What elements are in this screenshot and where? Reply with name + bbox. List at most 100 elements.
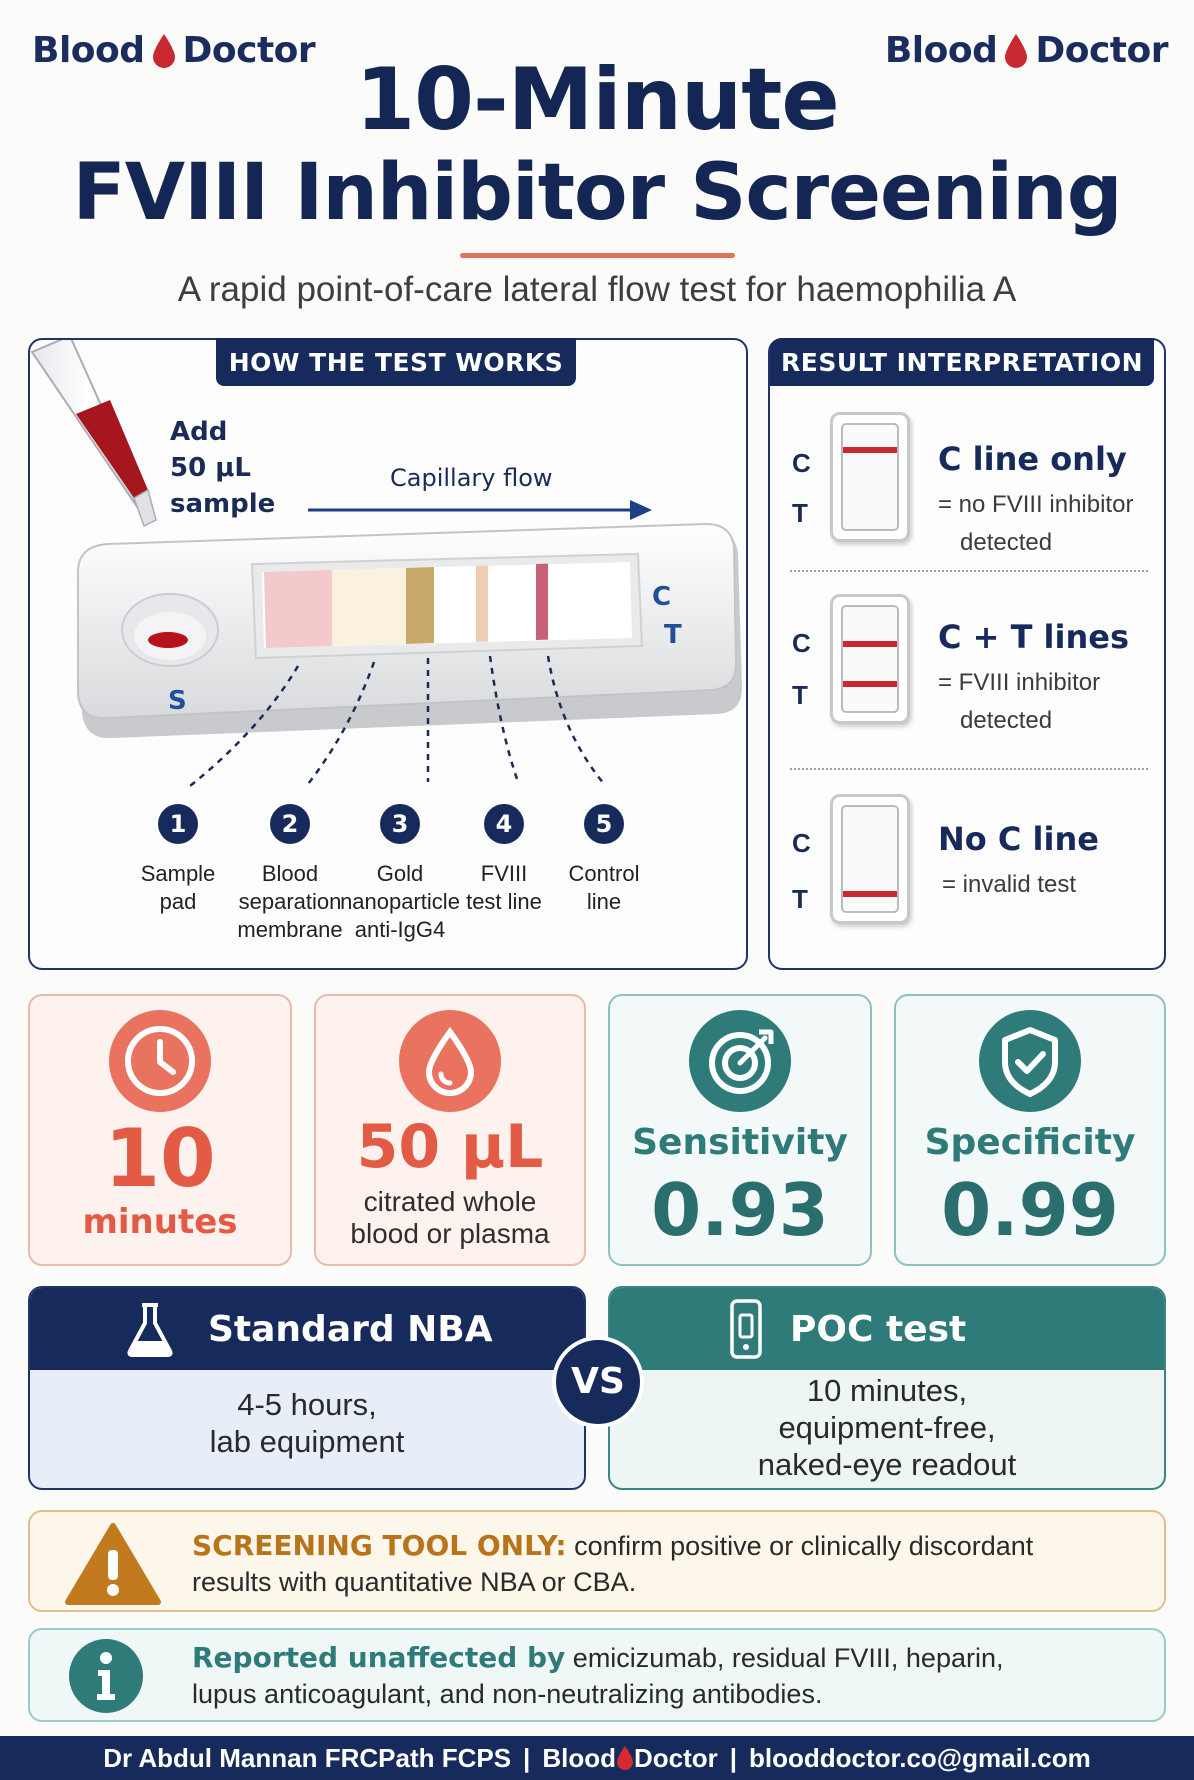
t-label: T <box>792 498 808 528</box>
footer-brand-doctor: Doctor <box>633 1742 718 1773</box>
test-cassette-icon <box>730 1299 762 1359</box>
step-number: 3 <box>380 804 420 844</box>
sample-well-blood <box>148 632 188 648</box>
standard-nba-header: Standard NBA <box>30 1288 584 1370</box>
result-title: C + T lines <box>938 618 1130 656</box>
blood-drop-icon <box>1005 33 1028 68</box>
brand-logo-right: Blood Doctor <box>884 30 1169 71</box>
poc-test-line: naked-eye readout <box>757 1447 1017 1482</box>
interference-info-note: Reported unaffected by emicizumab, resid… <box>28 1628 1166 1722</box>
info-text: Reported unaffected by emicizumab, resid… <box>192 1640 1003 1712</box>
result-row-negative: C T C line only = no FVIII inhibitor det… <box>770 400 1168 590</box>
step-label: Blood separation membrane <box>230 860 350 944</box>
blood-drop-icon <box>152 33 175 68</box>
add-sample-line: sample <box>170 489 276 519</box>
result-strip <box>830 794 910 924</box>
result-title: No C line <box>938 820 1099 858</box>
t-label: T <box>792 884 808 914</box>
how-panel-heading: HOW THE TEST WORKS <box>216 338 576 386</box>
step-4: 4 FVIII test line <box>444 804 564 916</box>
row-divider <box>790 768 1148 770</box>
step-label: Gold nanoparticle anti-IgG4 <box>340 860 460 944</box>
result-description-line: = no FVIII inhibitor <box>938 491 1134 518</box>
t-label: T <box>792 680 808 710</box>
c-label: C <box>792 828 811 858</box>
title-underline <box>460 253 735 258</box>
cassette-c-marker: C <box>652 582 672 612</box>
c-label: C <box>792 628 811 658</box>
how-the-test-works-panel: HOW THE TEST WORKS Add 50 μL sample Capi… <box>28 338 748 970</box>
brand-word-blood: Blood <box>884 30 998 71</box>
step-1: 1 Sample pad <box>118 804 238 916</box>
step-label-line: test line <box>466 889 542 914</box>
add-sample-label: Add 50 μL sample <box>170 414 275 522</box>
standard-nba-card: Standard NBA 4-5 hours, lab equipment <box>28 1286 586 1490</box>
brand-word-doctor: Doctor <box>182 30 316 71</box>
standard-nba-line: lab equipment <box>209 1424 405 1459</box>
control-line <box>843 641 897 647</box>
result-description: = invalid test <box>938 866 1076 904</box>
add-sample-line: 50 μL <box>170 453 251 483</box>
stat-card-sensitivity: Sensitivity 0.93 <box>608 994 872 1266</box>
step-2: 2 Blood separation membrane <box>230 804 350 944</box>
poc-test-card: POC test 10 minutes, equipment-free, nak… <box>608 1286 1166 1490</box>
warning-line-1: confirm positive or clinically discordan… <box>566 1531 1034 1561</box>
row-divider <box>790 570 1148 572</box>
result-window <box>841 805 899 913</box>
step-label-line: anti-IgG4 <box>354 917 446 942</box>
step-label: FVIII test line <box>444 860 564 916</box>
shield-check-icon <box>979 1010 1081 1112</box>
step-label-line: membrane <box>237 917 343 942</box>
specificity-value: 0.99 <box>941 1168 1119 1252</box>
step-label-line: separation <box>238 889 342 914</box>
add-sample-line: Add <box>170 417 228 447</box>
footer-email[interactable]: blooddoctor.co@gmail.com <box>749 1742 1091 1773</box>
sample-pad-zone <box>264 570 332 648</box>
screening-warning-note: SCREENING TOOL ONLY: confirm positive or… <box>28 1510 1166 1612</box>
sample-port-marker: S <box>168 686 187 716</box>
result-description-line: = invalid test <box>942 871 1077 898</box>
warning-text: SCREENING TOOL ONLY: confirm positive or… <box>192 1528 1033 1600</box>
info-line-2: lupus anticoagulant, and non-neutralizin… <box>192 1679 823 1709</box>
blood-drop-icon <box>616 1746 633 1770</box>
poc-test-line: equipment-free, <box>778 1410 996 1445</box>
control-line-zone <box>536 563 548 640</box>
result-description-line: detected <box>960 707 1053 734</box>
result-description-line: = FVIII inhibitor <box>938 669 1101 696</box>
page-title-line2: FVIII Inhibitor Screening <box>72 148 1122 238</box>
brand-word-doctor: Doctor <box>1035 30 1168 71</box>
volume-line-1: citrated whole <box>363 1186 537 1217</box>
warning-lead: SCREENING TOOL ONLY: <box>192 1529 567 1562</box>
clock-icon <box>109 1010 211 1112</box>
step-label: Sample pad <box>118 860 238 916</box>
step-number: 2 <box>270 804 310 844</box>
step-number: 4 <box>484 804 524 844</box>
result-window <box>841 423 899 531</box>
step-label-line: Sample <box>140 861 216 886</box>
results-panel-heading: RESULT INTERPRETATION <box>770 338 1154 386</box>
lateral-flow-diagram <box>30 340 742 787</box>
footer-brand: Blood Doctor <box>542 1743 717 1774</box>
time-unit: minutes <box>82 1202 238 1242</box>
vs-badge: VS <box>552 1336 644 1428</box>
page-subtitle: A rapid point-of-care lateral flow test … <box>177 270 1017 309</box>
blood-drop-icon <box>399 1010 501 1112</box>
standard-nba-body: 4-5 hours, lab equipment <box>30 1370 584 1488</box>
callout-leaders <box>189 655 605 787</box>
info-lead: Reported unaffected by <box>192 1641 566 1674</box>
footer-separator: | <box>523 1742 531 1773</box>
membrane-zone <box>434 566 476 643</box>
capillary-flow-label: Capillary flow <box>390 464 553 492</box>
warning-icon <box>65 1523 161 1605</box>
poc-test-body: 10 minutes, equipment-free, naked-eye re… <box>610 1370 1164 1488</box>
test-cassette <box>77 522 742 739</box>
target-icon <box>689 1010 791 1112</box>
standard-nba-line: 4-5 hours, <box>237 1387 377 1422</box>
gold-conjugate-zone <box>406 567 434 644</box>
step-label-line: pad <box>159 889 197 914</box>
result-row-invalid: C T No C line = invalid test <box>770 780 1168 970</box>
time-value: 10 <box>104 1112 216 1205</box>
step-label-line: Gold <box>376 861 424 886</box>
sensitivity-label: Sensitivity <box>632 1122 848 1163</box>
